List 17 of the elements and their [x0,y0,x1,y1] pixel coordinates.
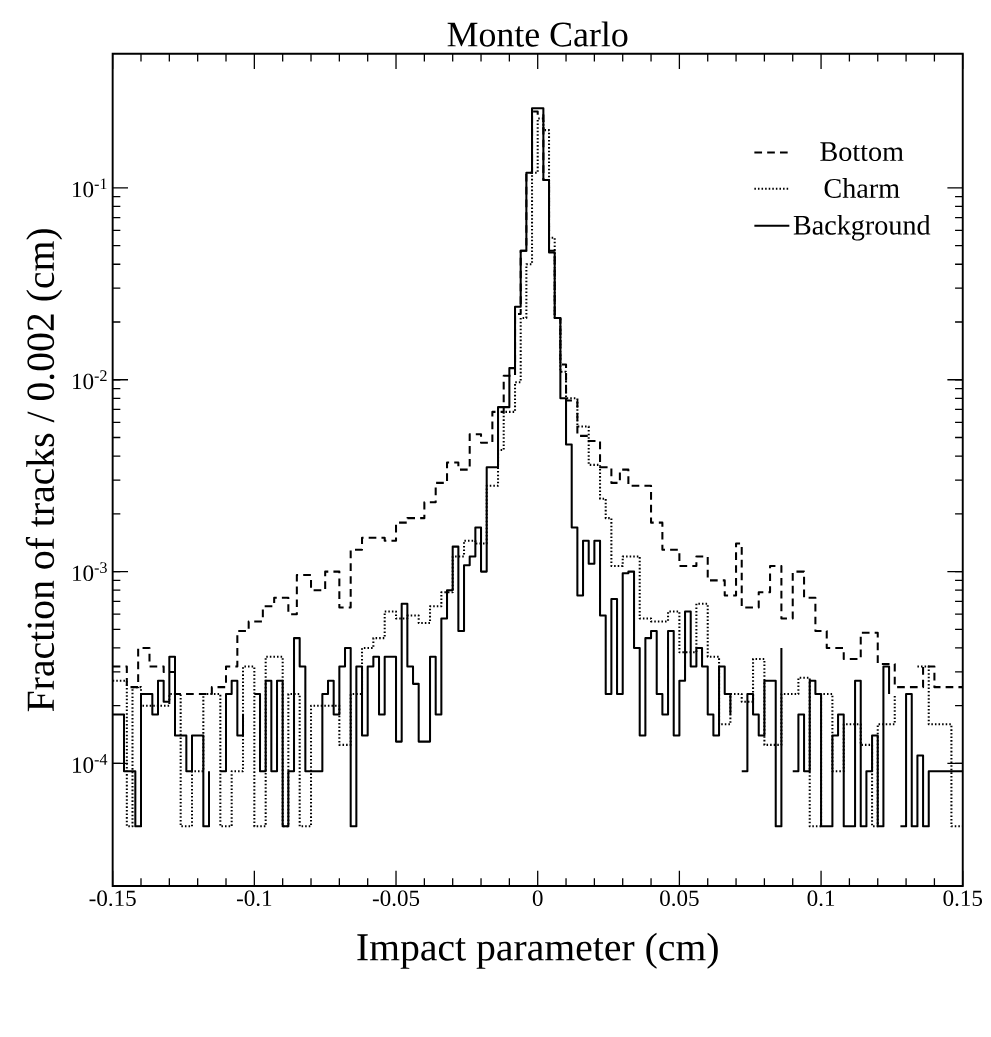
x-axis-title: Impact parameter (cm) [357,932,718,969]
legend-label: Charm [824,178,900,198]
x-tick-label: -0.15 [89,890,136,907]
x-tick-label: 0.15 [943,890,983,907]
x-tick-label: 0.1 [807,890,835,907]
y-tick-label: 10$^{-2}$ [73,370,107,390]
x-tick-label: 0.05 [660,890,699,907]
y-tick-label: 10$^{-3}$ [73,562,107,582]
y-tick-label: 10$^{-1}$ [73,178,107,198]
legend-label: Bottom [820,142,904,162]
chart-title: Monte Carlo [447,21,628,47]
x-tick-label: 0 [532,890,543,907]
x-tick-label: -0.1 [237,890,272,907]
y-tick-label: 10$^{-4}$ [73,754,108,773]
y-axis-title: Fraction of tracks / 0.002 (cm) [25,229,63,712]
x-tick-label: -0.05 [372,890,420,907]
legend-label: Background [793,214,931,241]
